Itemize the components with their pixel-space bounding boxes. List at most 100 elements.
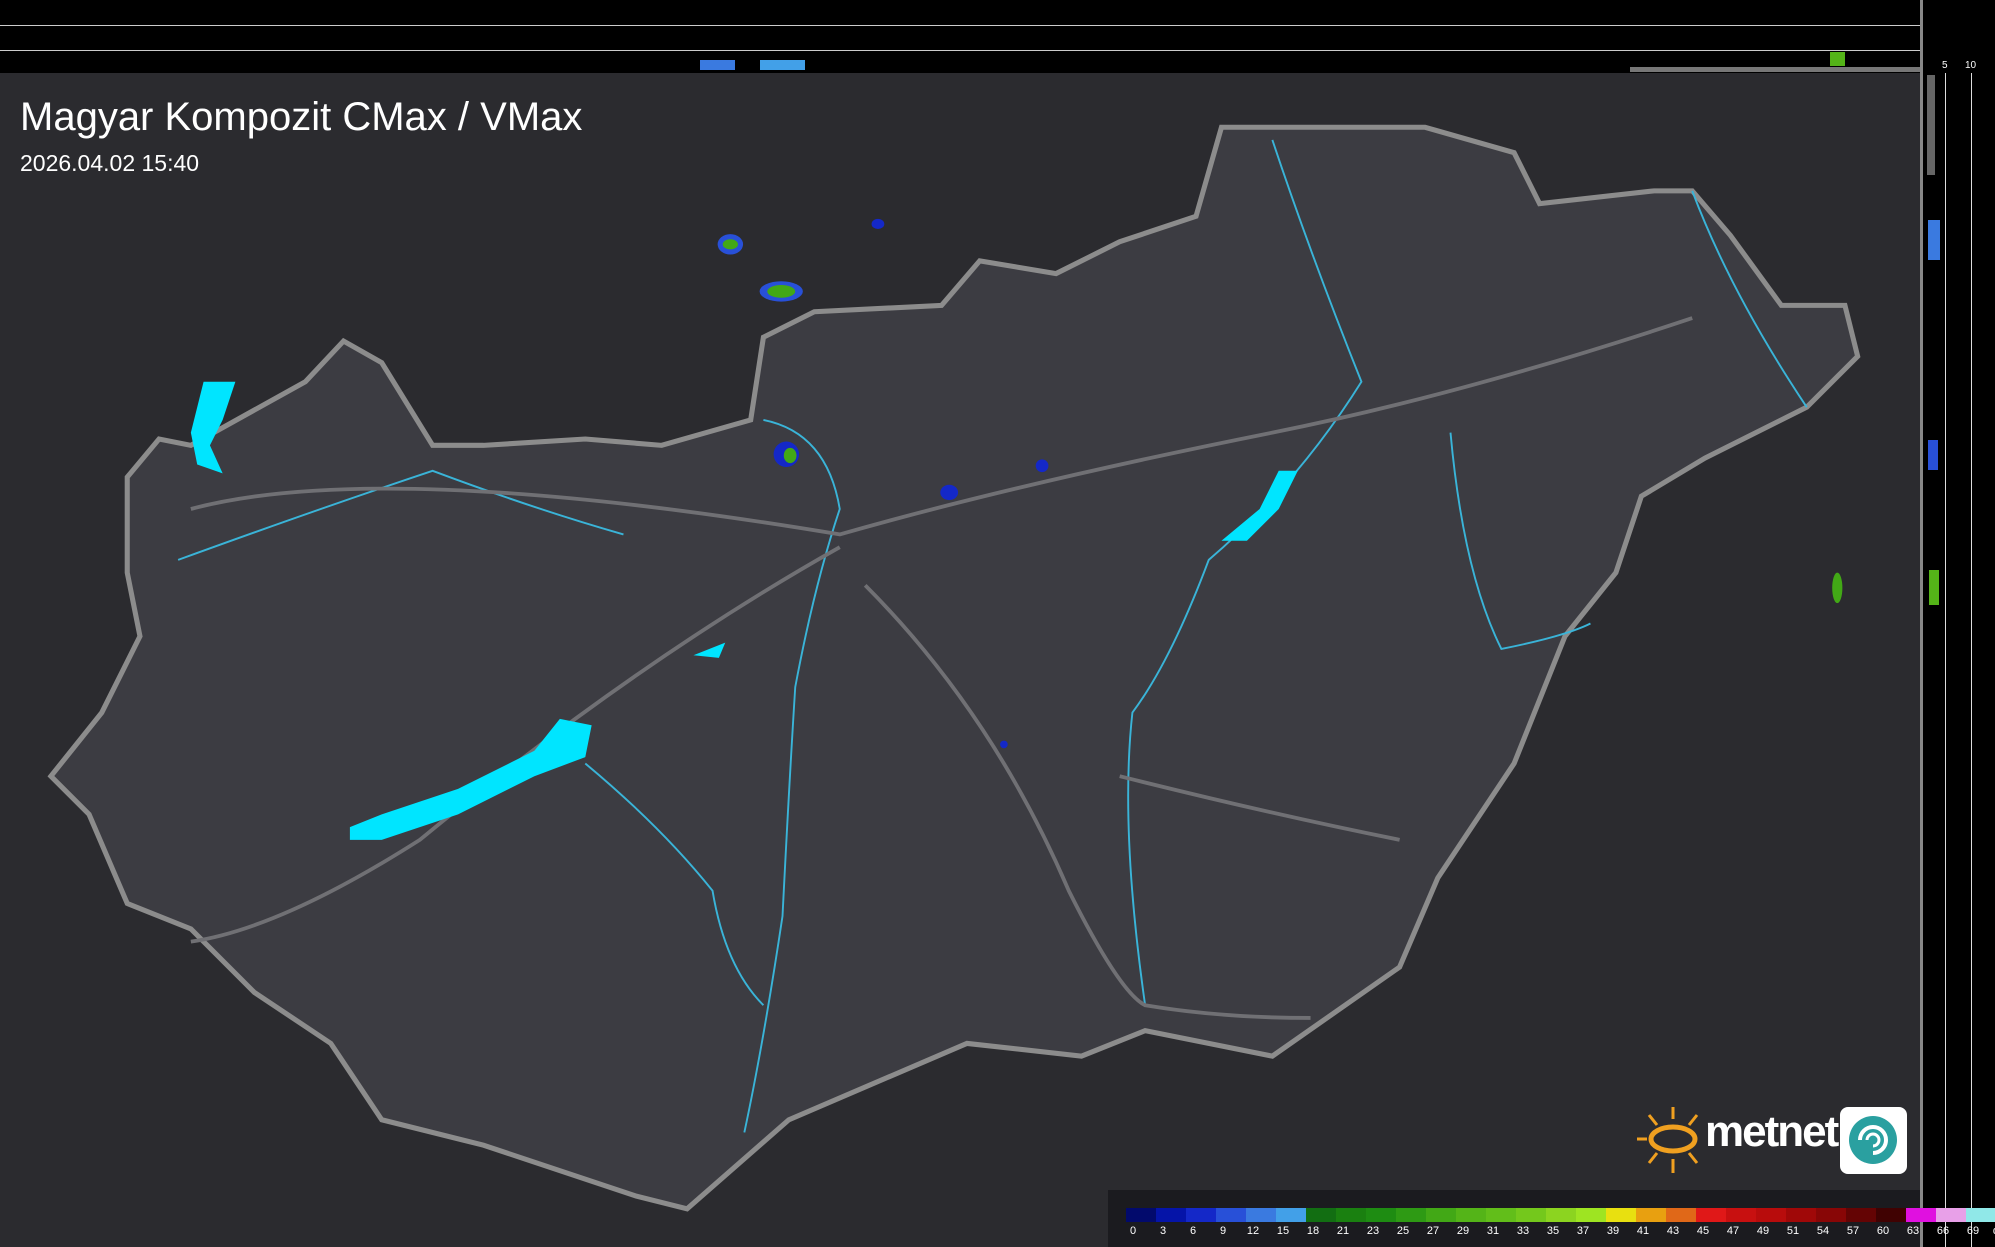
legend-value: 29 [1456,1225,1470,1237]
legend-swatch [1186,1208,1216,1222]
top-vertical-profile [0,0,1920,75]
legend-value: 12 [1246,1225,1260,1237]
legend-value: 60 [1876,1225,1890,1237]
radar-echo [1035,459,1049,473]
side-axis-label: 10 [1965,60,1977,71]
radar-map[interactable]: Magyar Kompozit CMax / VMax 2026.04.02 1… [0,73,1920,1247]
legend-swatch [1516,1208,1546,1222]
legend-swatch [1786,1208,1816,1222]
legend-value: 21 [1336,1225,1350,1237]
radar-echo [871,218,885,230]
map-title: Magyar Kompozit CMax / VMax [20,95,583,139]
side-axis-label: 5 [1942,60,1948,71]
legend-swatch [1636,1208,1666,1222]
profile-echo [760,60,805,70]
legend-swatch [1726,1208,1756,1222]
rivers [177,139,1808,1133]
profile-ground [1927,75,1935,175]
legend-swatch [1576,1208,1606,1222]
profile-gridline-10 [0,25,1920,26]
legend-value: 43 [1666,1225,1680,1237]
legend-swatch [1906,1208,1936,1222]
legend-swatch [1456,1208,1486,1222]
legend-value: 15 [1276,1225,1290,1237]
legend-value: 25 [1396,1225,1410,1237]
lake-balaton [349,718,592,840]
radar-echo-core [783,447,797,464]
legend-value: 49 [1756,1225,1770,1237]
major-roads [190,316,1693,1020]
legend-value: 31 [1486,1225,1500,1237]
metnet-logo: metnet [1635,1105,1910,1177]
radar-echoes [717,218,1843,749]
swirl-icon [1840,1107,1907,1174]
legend-value: 63 [1906,1225,1920,1237]
legend-swatch [1246,1208,1276,1222]
legend-labels: 0 3 6 9 12 15 18 21 23 25 27 29 31 33 35 37 39 41 43 45 47 49… [1118,1225,1995,1237]
legend-value: 47 [1726,1225,1740,1237]
legend-swatch [1546,1208,1576,1222]
radar-echo-core [767,285,796,298]
legend-value: 27 [1426,1225,1440,1237]
lake-neusiedl [190,381,236,474]
map-timestamp: 2026.04.02 15:40 [20,150,200,176]
logo-text: metnet [1705,1107,1839,1156]
profile-echo [700,60,735,70]
legend-swatch [1696,1208,1726,1222]
side-vertical-profile [1920,0,1995,1247]
hungary-country [47,124,1861,1212]
legend-value: 3 [1159,1225,1167,1237]
legend-value: 69 [1966,1225,1980,1237]
radar-echo [1832,572,1843,604]
legend-swatch [1666,1208,1696,1222]
legend-swatch [1126,1208,1156,1222]
legend-swatch [1486,1208,1516,1222]
legend-value: 35 [1546,1225,1560,1237]
lake-tisza [1221,470,1298,541]
legend-value: 41 [1636,1225,1650,1237]
legend-value: 18 [1306,1225,1320,1237]
legend-value: 6 [1189,1225,1197,1237]
lakes [190,381,1298,840]
legend-swatch [1816,1208,1846,1222]
legend-value: 39 [1606,1225,1620,1237]
profile-ground [1630,67,1920,72]
profile-echo [1929,570,1939,605]
legend-swatch [1426,1208,1456,1222]
legend-swatch [1876,1208,1906,1222]
legend-swatch [1306,1208,1336,1222]
sun-icon [1637,1107,1699,1173]
radar-echo [940,484,959,501]
radar-echo [1000,740,1008,749]
legend-value: 23 [1366,1225,1380,1237]
legend-value: 37 [1576,1225,1590,1237]
legend-swatch [1336,1208,1366,1222]
profile-gridline-5 [1945,73,1946,1247]
legend-swatch [1366,1208,1396,1222]
legend-swatch [1966,1208,1995,1222]
legend-unit: dBZ [1988,1225,1995,1237]
profile-echo [1830,52,1845,66]
legend-swatch [1936,1208,1966,1222]
legend-color-bar [1126,1208,1995,1222]
profile-echo [1928,220,1940,260]
legend-swatch [1216,1208,1246,1222]
dbz-color-legend: 0 3 6 9 12 15 18 21 23 25 27 29 31 33 35 37 39 41 43 45 47 49… [1108,1190,1995,1247]
profile-gridline-10 [1971,73,1972,1247]
legend-value: 51 [1786,1225,1800,1237]
legend-swatch [1276,1208,1306,1222]
radar-echo-core [722,239,738,250]
legend-swatch [1396,1208,1426,1222]
legend-swatch [1756,1208,1786,1222]
legend-value: 66 [1936,1225,1950,1237]
legend-swatch [1846,1208,1876,1222]
legend-value: 57 [1846,1225,1860,1237]
legend-value: 0 [1129,1225,1137,1237]
legend-value: 54 [1816,1225,1830,1237]
profile-echo [1928,440,1938,470]
legend-value: 33 [1516,1225,1530,1237]
legend-swatch [1606,1208,1636,1222]
lake-velence [693,642,726,658]
legend-value: 9 [1219,1225,1227,1237]
legend-swatch [1156,1208,1186,1222]
